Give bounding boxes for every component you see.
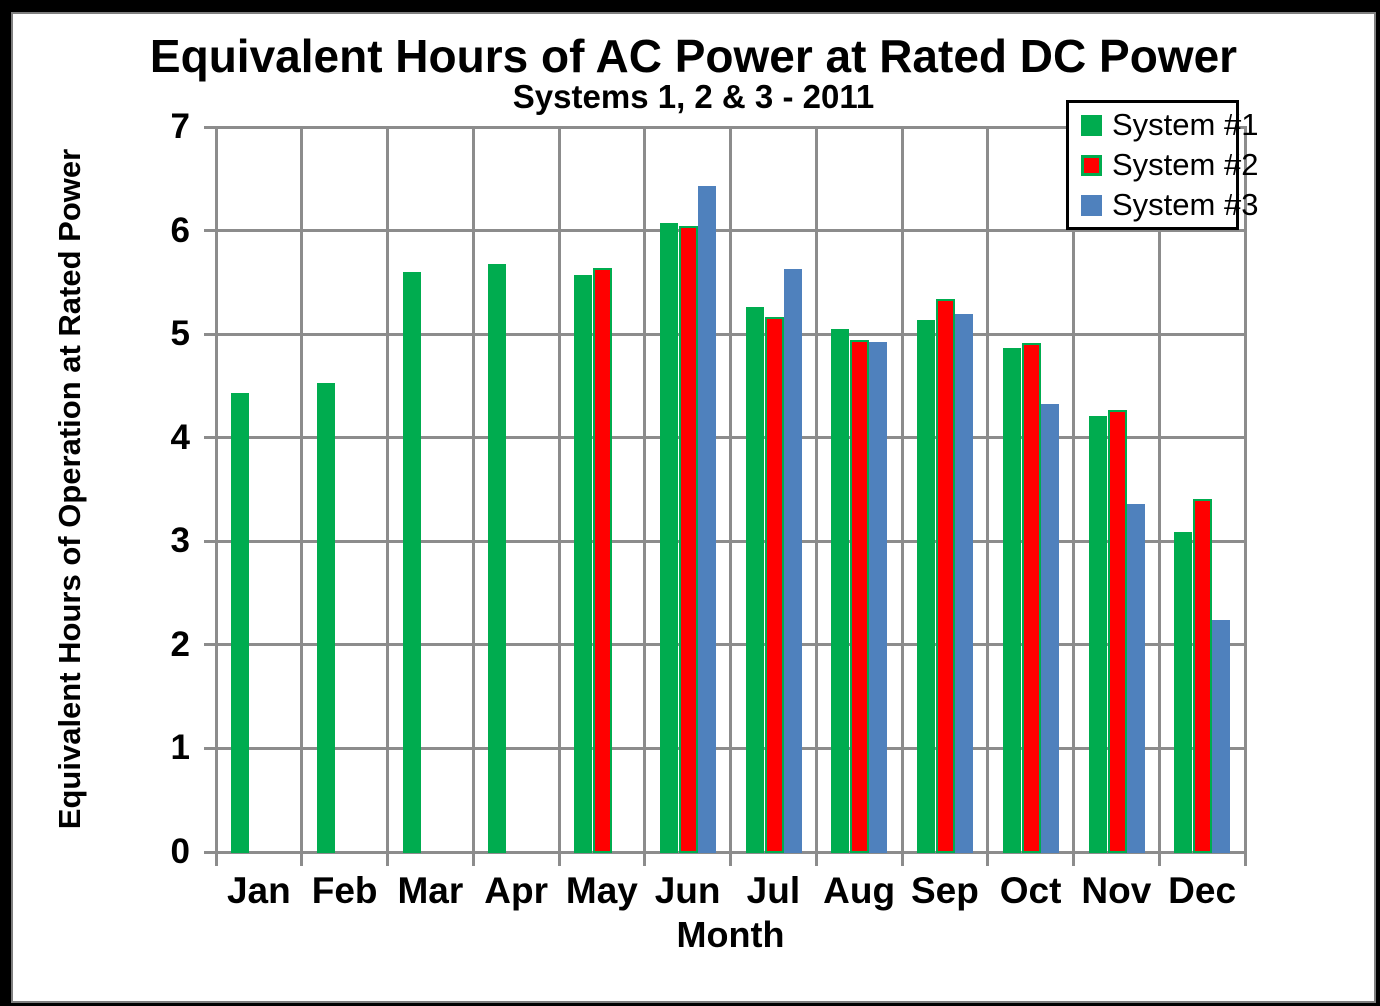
y-tick-label-5: 5 [170, 314, 190, 354]
gridline-v-4 [557, 126, 561, 853]
x-tick-label-nov: Nov [1081, 870, 1152, 911]
plot-area: 0 1 2 3 4 5 6 7 Jan Feb Mar Apr May Jun Jul Aug Sep Oct No… [13, 14, 1374, 1001]
y-tick-label-0: 0 [170, 832, 190, 871]
x-tick-label-oct: Oct [999, 870, 1062, 911]
x-tick-label-dec: Dec [1168, 870, 1237, 911]
legend-label-system-3: System #3 [1112, 187, 1259, 222]
bar-system-1-feb [316, 382, 335, 853]
x-tick-8 [900, 852, 904, 866]
gridline-v-6 [729, 126, 732, 853]
bar-system-2-nov [1107, 409, 1127, 853]
legend-swatch-system-1 [1081, 114, 1102, 136]
x-tick-label-jun: Jun [654, 870, 721, 911]
bar-system-1-mar [402, 272, 421, 853]
bar-system-1-oct [1002, 347, 1021, 853]
gridline-v-0 [214, 126, 218, 853]
x-tick-label-apr: Apr [484, 870, 548, 911]
bar-system-1-nov [1088, 415, 1107, 853]
bar-system-3-nov [1126, 504, 1145, 853]
bar-system-3-oct [1040, 403, 1059, 853]
bar-system-2-sep [936, 298, 955, 853]
bar-system-1-apr [488, 263, 507, 853]
y-tick-label-6: 6 [170, 210, 190, 250]
x-tick-3 [471, 852, 475, 866]
gridline-v-12 [1243, 126, 1247, 853]
x-axis-title: Month [676, 914, 785, 955]
x-tick-2 [386, 852, 389, 866]
x-tick-11 [1157, 852, 1161, 866]
gridline-v-3 [471, 126, 475, 853]
legend: System #1 System #2 System #3 [1066, 100, 1258, 230]
y-tick-label-2: 2 [170, 624, 190, 664]
bar-system-1-may [574, 275, 592, 853]
y-tick-label-4: 4 [170, 417, 190, 457]
x-tick-label-jul: Jul [746, 870, 801, 911]
bar-system-2-may [593, 267, 612, 853]
x-tick-label-may: May [565, 870, 638, 911]
x-tick-label-aug: Aug [823, 870, 896, 911]
bar-system-1-jun [659, 223, 678, 853]
legend-swatch-system-3 [1081, 194, 1102, 216]
chart-canvas: Equivalent Hours of AC Power at Rated DC… [11, 12, 1376, 1003]
gridline-v-5 [643, 126, 647, 853]
chart-title: Equivalent Hours of AC Power at Rated DC… [149, 30, 1238, 82]
bar-system-3-sep [955, 314, 973, 853]
bar-system-2-aug [850, 340, 870, 853]
x-tick-10 [1072, 852, 1075, 866]
bar-system-1-dec [1174, 531, 1193, 853]
x-tick-label-jan: Jan [226, 870, 291, 911]
legend-label-system-1: System #1 [1112, 107, 1259, 142]
legend-entry-system-1: System #1 [1081, 106, 1258, 144]
x-tick-5 [643, 852, 647, 866]
gridline-v-9 [986, 126, 990, 853]
bar-system-2-oct [1021, 343, 1041, 853]
bar-system-2-jul [764, 316, 784, 853]
x-tick-7 [814, 852, 818, 866]
bar-system-1-jul [745, 307, 764, 853]
legend-swatch-system-2 [1081, 154, 1102, 176]
chart-subtitle: Systems 1, 2 & 3 - 2011 [512, 78, 875, 115]
gridline-v-2 [386, 126, 389, 853]
legend-entry-system-3: System #3 [1081, 186, 1258, 224]
x-tick-label-feb: Feb [311, 870, 378, 911]
bar-system-2-dec [1193, 498, 1213, 853]
y-tick-label-7: 7 [170, 107, 190, 146]
x-tick-9 [986, 852, 990, 866]
legend-label-system-2: System #2 [1112, 147, 1259, 182]
y-tick-label-1: 1 [170, 728, 190, 768]
x-tick-1 [300, 852, 304, 866]
bar-system-1-jan [231, 393, 249, 853]
bar-system-3-jul [783, 268, 802, 853]
legend-entry-system-2: System #2 [1081, 146, 1258, 184]
x-tick-label-sep: Sep [910, 870, 979, 911]
x-tick-6 [729, 852, 732, 866]
bar-system-1-sep [917, 319, 935, 853]
gridline-v-8 [900, 126, 904, 853]
bar-system-3-aug [869, 342, 888, 853]
x-tick-12 [1243, 852, 1247, 866]
bar-system-3-dec [1212, 620, 1231, 853]
x-tick-0 [214, 852, 218, 866]
x-tick-4 [557, 852, 561, 866]
bar-system-2-jun [678, 226, 698, 853]
gridline-v-10 [1072, 126, 1075, 853]
gridline-v-11 [1157, 126, 1161, 853]
bar-system-1-aug [831, 328, 850, 853]
x-tick-label-mar: Mar [397, 870, 464, 911]
bar-system-3-jun [697, 186, 716, 853]
y-tick-label-3: 3 [170, 521, 190, 561]
gridline-v-1 [300, 126, 304, 853]
gridline-v-7 [814, 126, 818, 853]
